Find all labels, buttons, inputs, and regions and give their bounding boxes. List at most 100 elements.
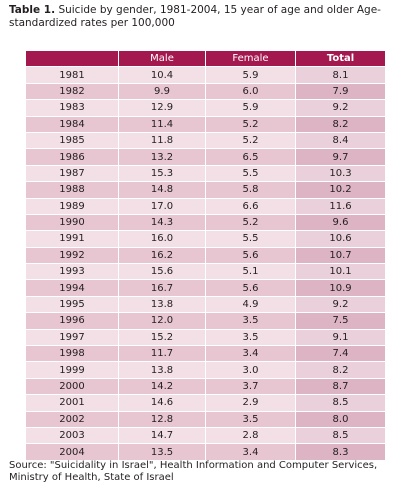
cell: 16.7 bbox=[118, 279, 206, 297]
cell: 8.0 bbox=[295, 410, 386, 428]
cell: 13.8 bbox=[118, 361, 206, 379]
row-label: 1994 bbox=[25, 279, 119, 297]
row-label: 2004 bbox=[25, 443, 119, 461]
table-row: 1986 13.2 6.5 9.7 bbox=[25, 148, 386, 166]
cell: 17.0 bbox=[118, 197, 206, 215]
column-header bbox=[25, 49, 119, 68]
cell: 3.5 bbox=[205, 312, 296, 330]
table-row: 1997 15.2 3.5 9.1 bbox=[25, 328, 386, 347]
cell: 10.1 bbox=[295, 263, 386, 281]
cell: 5.6 bbox=[205, 279, 296, 297]
row-label: 1991 bbox=[25, 230, 119, 248]
row-label: 1985 bbox=[25, 131, 119, 150]
cell: 11.6 bbox=[295, 197, 386, 215]
cell: 13.8 bbox=[118, 295, 206, 314]
column-header: Male bbox=[118, 49, 206, 68]
cell: 7.9 bbox=[295, 82, 386, 101]
row-label: 1995 bbox=[25, 295, 119, 314]
row-label: 1993 bbox=[25, 263, 119, 281]
cell: 9.2 bbox=[295, 295, 386, 314]
table-row: 2002 12.8 3.5 8.0 bbox=[25, 410, 386, 428]
table-row: 1988 14.8 5.8 10.2 bbox=[25, 181, 386, 199]
row-label: 1982 bbox=[25, 82, 119, 101]
table-row: 1983 12.9 5.9 9.2 bbox=[25, 99, 386, 117]
row-label: 1999 bbox=[25, 361, 119, 379]
row-label: 1984 bbox=[25, 115, 119, 133]
table-row: 1998 11.7 3.4 7.4 bbox=[25, 345, 386, 363]
cell: 8.1 bbox=[295, 66, 386, 84]
cell: 8.3 bbox=[295, 443, 386, 461]
cell: 15.2 bbox=[118, 328, 206, 347]
cell: 8.2 bbox=[295, 115, 386, 133]
cell: 8.7 bbox=[295, 377, 386, 396]
cell: 8.4 bbox=[295, 131, 386, 150]
table-row: 1982 9.9 6.0 7.9 bbox=[25, 82, 386, 101]
cell: 14.8 bbox=[118, 181, 206, 199]
title-label: Table 1. bbox=[9, 4, 56, 16]
row-label: 1988 bbox=[25, 181, 119, 199]
cell: 6.6 bbox=[205, 197, 296, 215]
cell: 12.0 bbox=[118, 312, 206, 330]
table-row: 1984 11.4 5.2 8.2 bbox=[25, 115, 386, 133]
column-header: Total bbox=[295, 49, 386, 68]
cell: 5.5 bbox=[205, 164, 296, 183]
title-text: Suicide by gender, 1981-2004, 15 year of… bbox=[9, 4, 381, 29]
table-row: 2004 13.5 3.4 8.3 bbox=[25, 443, 386, 461]
cell: 7.4 bbox=[295, 345, 386, 363]
cell: 16.0 bbox=[118, 230, 206, 248]
table-row: 1995 13.8 4.9 9.2 bbox=[25, 295, 386, 314]
cell: 8.5 bbox=[295, 394, 386, 412]
cell: 3.7 bbox=[205, 377, 296, 396]
row-label: 2002 bbox=[25, 410, 119, 428]
table-row: 1989 17.0 6.6 11.6 bbox=[25, 197, 386, 215]
cell: 6.5 bbox=[205, 148, 296, 166]
cell: 5.2 bbox=[205, 131, 296, 150]
cell: 10.6 bbox=[295, 230, 386, 248]
cell: 16.2 bbox=[118, 246, 206, 265]
cell: 3.4 bbox=[205, 443, 296, 461]
table-row: 1992 16.2 5.6 10.7 bbox=[25, 246, 386, 265]
row-label: 1998 bbox=[25, 345, 119, 363]
table-row: 1990 14.3 5.2 9.6 bbox=[25, 213, 386, 232]
cell: 11.8 bbox=[118, 131, 206, 150]
data-table: Male Female Total 1981 10.4 5.9 8.1 1982 9.9 6.0… bbox=[25, 49, 386, 461]
cell: 8.5 bbox=[295, 426, 386, 445]
table-row: 1999 13.8 3.0 8.2 bbox=[25, 361, 386, 379]
cell: 11.4 bbox=[118, 115, 206, 133]
cell: 3.0 bbox=[205, 361, 296, 379]
cell: 12.8 bbox=[118, 410, 206, 428]
row-label: 1986 bbox=[25, 148, 119, 166]
cell: 5.9 bbox=[205, 66, 296, 84]
cell: 5.6 bbox=[205, 246, 296, 265]
cell: 5.8 bbox=[205, 181, 296, 199]
cell: 9.1 bbox=[295, 328, 386, 347]
row-label: 1992 bbox=[25, 246, 119, 265]
table-row: 1996 12.0 3.5 7.5 bbox=[25, 312, 386, 330]
cell: 14.3 bbox=[118, 213, 206, 232]
table-row: 2001 14.6 2.9 8.5 bbox=[25, 394, 386, 412]
row-label: 2001 bbox=[25, 394, 119, 412]
cell: 10.7 bbox=[295, 246, 386, 265]
cell: 3.4 bbox=[205, 345, 296, 363]
cell: 13.5 bbox=[118, 443, 206, 461]
table-row: 1981 10.4 5.9 8.1 bbox=[25, 66, 386, 84]
table-row: 2003 14.7 2.8 8.5 bbox=[25, 426, 386, 445]
cell: 8.2 bbox=[295, 361, 386, 379]
header-row: Male Female Total bbox=[25, 49, 386, 68]
cell: 9.9 bbox=[118, 82, 206, 101]
row-label: 1987 bbox=[25, 164, 119, 183]
cell: 9.7 bbox=[295, 148, 386, 166]
cell: 6.0 bbox=[205, 82, 296, 101]
table-row: 1985 11.8 5.2 8.4 bbox=[25, 131, 386, 150]
row-label: 1983 bbox=[25, 99, 119, 117]
cell: 15.3 bbox=[118, 164, 206, 183]
source-note: Source: "Suicidality in Israel", Health … bbox=[9, 460, 378, 483]
cell: 2.8 bbox=[205, 426, 296, 445]
cell: 14.7 bbox=[118, 426, 206, 445]
row-label: 2003 bbox=[25, 426, 119, 445]
cell: 14.6 bbox=[118, 394, 206, 412]
table-row: 1994 16.7 5.6 10.9 bbox=[25, 279, 386, 297]
cell: 2.9 bbox=[205, 394, 296, 412]
row-label: 1981 bbox=[25, 66, 119, 84]
